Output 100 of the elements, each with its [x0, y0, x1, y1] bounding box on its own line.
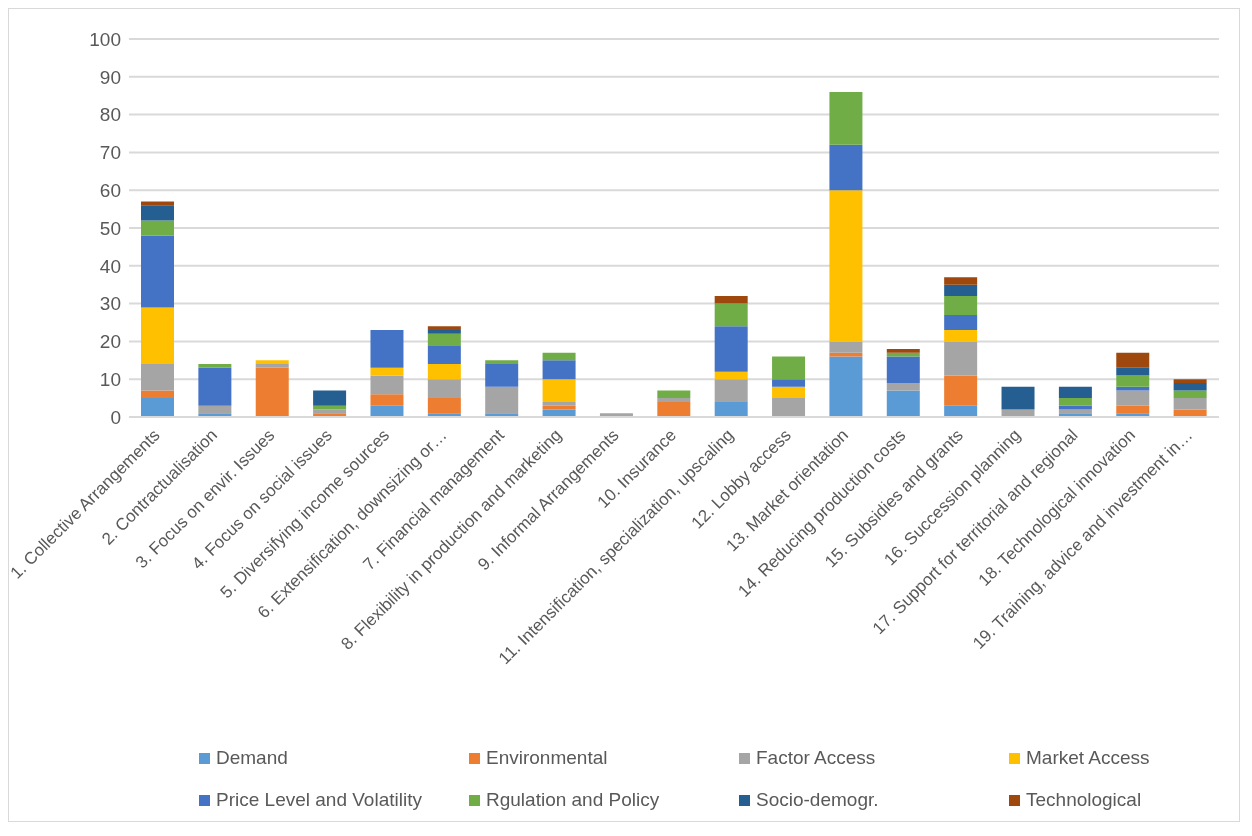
bar: [944, 314, 978, 331]
bar: [829, 341, 863, 353]
bar: [427, 330, 461, 334]
bar: [141, 220, 174, 236]
bar: [313, 390, 347, 406]
bar: [427, 326, 461, 331]
legend-label: Factor Access: [756, 747, 876, 769]
y-tick-label: 30: [99, 293, 121, 315]
bar: [1173, 382, 1207, 391]
bar: [829, 91, 863, 145]
bar: [1173, 409, 1207, 417]
bar: [542, 360, 576, 380]
bar: [944, 330, 978, 342]
legend-label: Technological: [1026, 789, 1142, 811]
bar: [1116, 405, 1150, 414]
bar: [198, 405, 232, 414]
bar: [944, 284, 978, 297]
bar: [772, 398, 806, 417]
bar: [427, 364, 461, 380]
bar: [542, 409, 576, 417]
y-tick-label: 50: [99, 217, 121, 239]
bar: [1116, 352, 1150, 368]
bar: [141, 307, 174, 365]
bar: [485, 364, 519, 387]
bar: [141, 390, 174, 399]
bar: [886, 356, 920, 383]
bar: [772, 379, 806, 387]
bar: [944, 341, 978, 376]
legend-label: Socio-demogr.: [756, 789, 879, 811]
bar: [714, 379, 748, 402]
y-tick-label: 100: [89, 28, 121, 50]
bar: [886, 348, 920, 353]
legend-label: Rgulation and Policy: [486, 789, 660, 811]
bar: [886, 352, 920, 357]
bar: [255, 367, 289, 417]
bar: [313, 409, 347, 414]
bar: [829, 356, 863, 417]
y-tick-label: 90: [99, 66, 121, 88]
bar: [198, 367, 232, 406]
bar: [1173, 398, 1207, 410]
bar: [542, 401, 576, 406]
bar: [714, 326, 748, 372]
y-tick-label: 60: [99, 179, 121, 201]
bar: [829, 190, 863, 342]
y-tick-label: 20: [99, 331, 121, 353]
bar: [1058, 409, 1092, 414]
bar: [714, 401, 748, 417]
bar: [1001, 386, 1035, 410]
bar: [944, 375, 978, 406]
bar: [886, 382, 920, 391]
bar: [370, 375, 404, 395]
bar: [772, 356, 806, 380]
bar: [141, 205, 174, 221]
legend-label: Market Access: [1026, 747, 1150, 769]
bar: [714, 371, 748, 380]
bar: [427, 333, 461, 346]
bar: [714, 296, 748, 304]
bar: [370, 330, 404, 368]
legend-label: Environmental: [486, 747, 608, 769]
bar: [1116, 386, 1150, 391]
bar: [141, 235, 174, 308]
y-tick-label: 0: [110, 406, 121, 428]
bar: [1116, 367, 1150, 376]
bar: [485, 386, 519, 414]
legend-label: Demand: [216, 747, 288, 769]
bar: [657, 401, 691, 417]
bar: [1173, 379, 1207, 383]
bar: [141, 398, 174, 417]
bar: [427, 398, 461, 414]
bar: [1058, 398, 1092, 406]
bar: [1116, 390, 1150, 406]
bar: [886, 390, 920, 417]
legend-label: Price Level and Volatility: [216, 789, 422, 811]
bar: [944, 277, 978, 285]
bar: [255, 360, 289, 365]
bar: [1116, 375, 1150, 387]
bar: [542, 379, 576, 402]
bar: [141, 364, 174, 391]
bar: [427, 379, 461, 399]
bar: [1001, 409, 1035, 417]
bar: [657, 390, 691, 399]
bar: [944, 296, 978, 315]
bar: [370, 394, 404, 406]
y-tick-label: 70: [99, 142, 121, 164]
bar: [1058, 386, 1092, 399]
bar: [542, 352, 576, 361]
bar: [772, 386, 806, 399]
bar: [198, 364, 232, 368]
bar: [1173, 390, 1207, 399]
bar: [255, 364, 289, 368]
bar: [829, 144, 863, 191]
y-tick-label: 10: [99, 368, 121, 390]
bar: [714, 303, 748, 327]
y-tick-label: 40: [99, 255, 121, 277]
y-tick-label: 80: [99, 104, 121, 126]
bar: [485, 360, 519, 365]
bar: [370, 367, 404, 376]
bar: [657, 398, 691, 402]
bar: [829, 352, 863, 357]
bar: [427, 345, 461, 365]
